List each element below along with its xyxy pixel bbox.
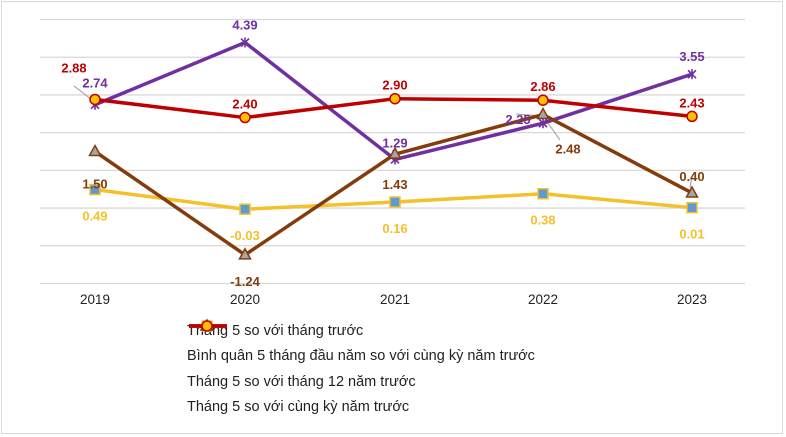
- data-point-marker: [537, 94, 549, 106]
- data-label: 2.25: [505, 112, 530, 127]
- legend-label: Tháng 5 so với tháng 12 năm trước: [187, 373, 416, 390]
- data-point-marker: [389, 196, 401, 208]
- legend-item-month-vs-december[interactable]: Tháng 5 so với tháng 12 năm trước: [187, 318, 535, 395]
- data-label: 1.29: [382, 135, 407, 150]
- x-tick-label: 2023: [677, 292, 707, 307]
- legend-item-5month-avg-yoy[interactable]: Bình quân 5 tháng đầu năm so với cùng kỳ…: [187, 321, 535, 370]
- data-label: 0.49: [82, 209, 107, 224]
- data-point-marker: [88, 143, 102, 157]
- line-chart: 2019 2020 2021 2022 2023 0.49-0.03 0.160.380.…: [40, 18, 745, 307]
- data-label: 2.43: [679, 95, 704, 110]
- data-label: 2.40: [232, 97, 257, 112]
- x-tick-label: 2020: [230, 292, 260, 307]
- data-label: 2.48: [555, 142, 580, 157]
- data-label: 3.55: [679, 49, 704, 64]
- legend-label: Tháng 5 so với cùng kỳ năm trước: [187, 399, 410, 416]
- leader-line: [689, 175, 693, 189]
- data-label: -1.24: [230, 274, 260, 289]
- data-point-marker: [687, 69, 697, 80]
- x-tick-label: 2019: [80, 292, 110, 307]
- data-point-marker: [388, 146, 402, 159]
- data-label: 0.16: [382, 221, 407, 236]
- x-tick-label: 2022: [528, 292, 558, 307]
- series-markers: [88, 37, 699, 260]
- data-point-marker: [538, 118, 548, 129]
- data-point-marker: [89, 93, 101, 106]
- data-label: -0.03: [230, 228, 260, 243]
- legend: Tháng 5 so với tháng trước Bình quân 5 t…: [187, 318, 535, 420]
- data-point-marker: [686, 201, 698, 214]
- data-label: 1.43: [382, 177, 407, 192]
- data-point-marker: [389, 92, 401, 105]
- data-point-marker: [89, 183, 101, 196]
- data-label: 2.74: [82, 76, 108, 91]
- legend-item-month-yoy[interactable]: Tháng 5 so với cùng kỳ năm trước: [187, 320, 535, 421]
- data-point-marker: [239, 111, 251, 124]
- legend-label: Bình quân 5 tháng đầu năm so với cùng kỳ…: [187, 348, 535, 365]
- legend-item-month-vs-prev-month[interactable]: Tháng 5 so với tháng trước: [187, 318, 535, 344]
- data-label: 0.40: [679, 169, 704, 184]
- x-tick-label: 2021: [380, 292, 410, 307]
- data-label: 2.90: [382, 78, 407, 93]
- data-label: 2.86: [530, 79, 555, 94]
- data-label: 0.01: [679, 227, 704, 242]
- data-label: 0.38: [530, 213, 555, 228]
- data-label: 1.50: [82, 177, 107, 192]
- data-point-marker: [239, 203, 251, 215]
- data-point-marker: [686, 110, 698, 123]
- data-label: 2.88: [61, 60, 86, 75]
- data-point-marker: [536, 106, 550, 120]
- data-label: 4.39: [232, 18, 257, 33]
- data-point-marker: [537, 187, 549, 200]
- legend-swatch-circle-icon: [189, 320, 227, 332]
- data-point-marker: [685, 185, 699, 198]
- x-axis-tick-labels: 2019 2020 2021 2022 2023: [80, 292, 707, 307]
- data-point-marker: [238, 247, 252, 260]
- data-labels: 0.49 -0.03 0.16 0.38 0.01 2.74 4.39 1.29 2.25 3.5…: [61, 18, 704, 289]
- data-point-marker: [240, 37, 250, 48]
- leader-line: [73, 85, 93, 101]
- legend-label: Tháng 5 so với tháng trước: [187, 322, 364, 339]
